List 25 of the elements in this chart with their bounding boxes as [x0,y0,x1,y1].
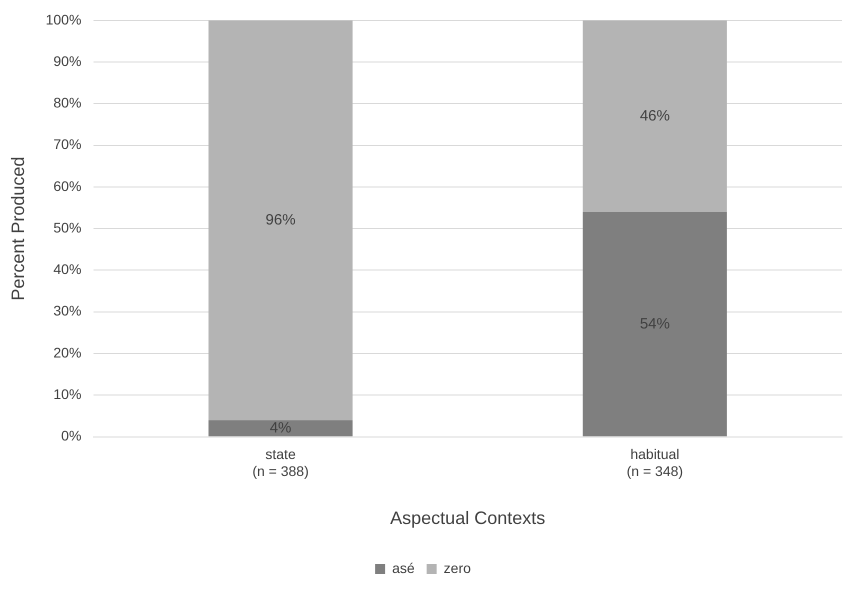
bar [208,20,353,420]
legend-label: asé [392,560,415,576]
bar [582,212,727,436]
y-tick-label: 0% [61,428,82,444]
data-label: 46% [640,107,670,124]
x-tick-label: state (n = 388) [252,446,309,479]
bar [208,420,353,436]
y-tick-label: 40% [53,261,82,278]
y-tick-label: 30% [53,302,82,319]
y-tick-label: 80% [53,94,82,111]
y-tick-label: 70% [53,136,82,152]
y-tick-label: 10% [53,386,82,402]
bar [582,20,727,212]
y-tick-label: 90% [53,52,82,69]
legend-label: zero [444,560,472,576]
x-tick-label: habitual (n = 348) [626,446,684,479]
y-tick-label: 100% [46,11,82,28]
y-tick-label: 20% [53,344,82,360]
x-axis-title: Aspectual Contexts [390,508,546,528]
y-axis-title: Percent Produced [8,156,28,301]
y-tick-label: 50% [53,219,82,236]
data-label: 54% [640,315,670,332]
data-label: 96% [266,211,296,228]
data-label: 4% [270,419,292,436]
y-tick-label: 60% [53,178,82,194]
